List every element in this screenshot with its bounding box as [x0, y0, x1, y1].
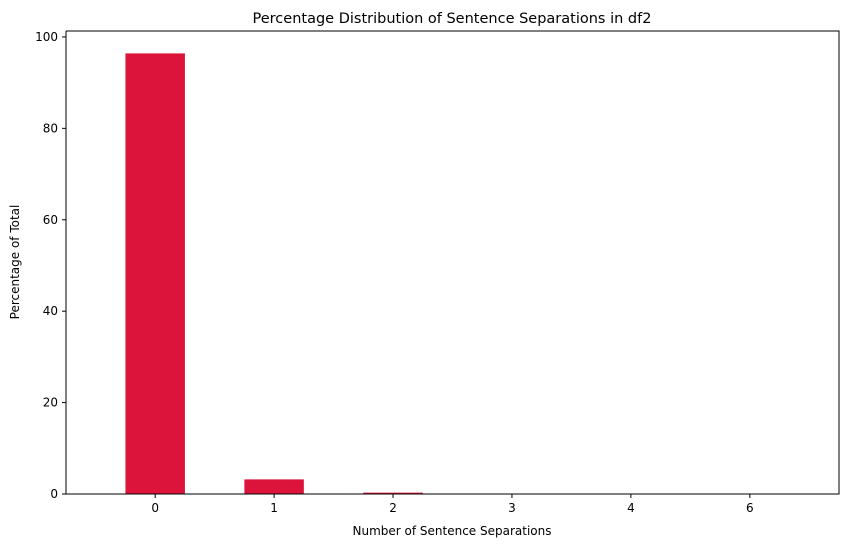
x-tick-label: 1 [270, 501, 278, 515]
x-tick-label: 4 [627, 501, 635, 515]
x-axis-label: Number of Sentence Separations [353, 524, 552, 538]
y-tick-label: 80 [43, 121, 58, 135]
x-tick-label: 6 [746, 501, 754, 515]
y-axis-label: Percentage of Total [8, 205, 22, 320]
bar-1 [244, 479, 304, 494]
x-tick-label: 0 [151, 501, 159, 515]
x-tick-label: 3 [508, 501, 516, 515]
y-tick-label: 60 [43, 213, 58, 227]
y-tick-label: 0 [50, 487, 58, 501]
axes-frame [65, 30, 840, 495]
bar-2 [363, 492, 423, 494]
x-axis-ticks: 0 1 2 3 4 6 [151, 494, 754, 515]
chart-title: Percentage Distribution of Sentence Sepa… [253, 11, 652, 27]
y-tick-label: 100 [35, 30, 58, 44]
bars-group [125, 53, 780, 495]
y-tick-label: 20 [43, 396, 58, 410]
y-axis-ticks: 0 20 40 60 80 100 [35, 30, 66, 501]
x-tick-label: 2 [389, 501, 397, 515]
bar-0 [125, 53, 185, 495]
y-tick-label: 40 [43, 304, 58, 318]
